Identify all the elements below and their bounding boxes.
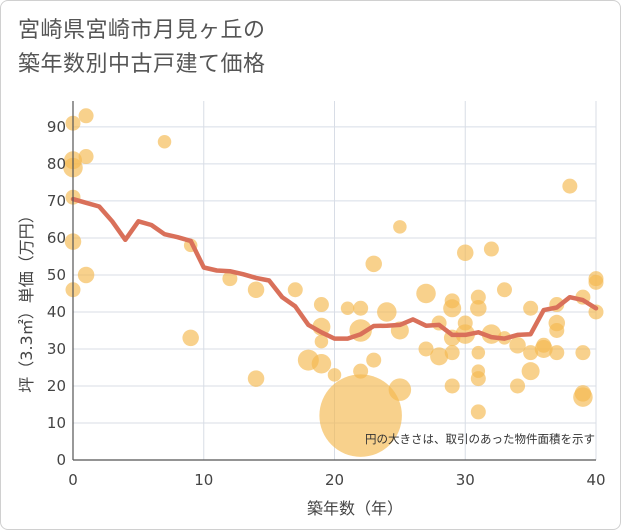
data-point-36 <box>430 347 449 366</box>
data-point-26 <box>319 374 402 457</box>
data-point-22 <box>340 301 355 316</box>
data-point-32 <box>388 378 412 401</box>
chart-title-line-1: 宮崎県宮崎市月見ヶ丘の <box>18 18 266 43</box>
data-point-64 <box>549 322 565 338</box>
data-point-20 <box>311 354 332 374</box>
size-note: 円の大きさは、取引のあった物件面積を示す <box>365 432 595 446</box>
axes <box>72 101 596 461</box>
chart-title-line-2: 築年数別中古戸建て価格 <box>18 52 266 77</box>
y-tick-label-30: 30 <box>47 340 66 358</box>
x-tick-label-20: 20 <box>325 471 344 489</box>
data-point-61 <box>534 339 553 358</box>
data-point-47 <box>471 345 486 360</box>
data-point-23 <box>353 300 369 316</box>
data-point-41 <box>444 378 460 394</box>
y-tick-label-40: 40 <box>47 303 66 321</box>
data-point-19 <box>314 334 329 349</box>
data-point-13 <box>247 281 265 299</box>
bubble-series <box>63 108 604 457</box>
x-tick-label-0: 0 <box>68 471 78 489</box>
data-point-45 <box>470 289 486 305</box>
data-point-49 <box>470 371 486 387</box>
data-point-53 <box>496 282 512 298</box>
data-point-59 <box>521 362 540 381</box>
x-tick-label-40: 40 <box>586 471 605 489</box>
data-point-8 <box>77 266 95 284</box>
y-tick-label-80: 80 <box>47 155 66 173</box>
data-point-11 <box>182 329 199 347</box>
data-point-51 <box>483 241 499 257</box>
data-point-29 <box>377 302 397 322</box>
y-tick-label-90: 90 <box>47 118 66 136</box>
data-point-33 <box>416 283 436 304</box>
x-axis-label: 築年数（年） <box>307 499 403 518</box>
data-point-68 <box>575 345 591 361</box>
data-point-28 <box>366 352 382 368</box>
trend-line-group <box>70 196 599 341</box>
data-point-14 <box>247 370 265 387</box>
chart-title: 宮崎県宮崎市月見ヶ丘の 築年数別中古戸建て価格 <box>18 14 266 82</box>
y-tick-label-0: 0 <box>56 451 66 469</box>
data-point-27 <box>365 255 382 273</box>
data-point-58 <box>523 345 539 361</box>
x-tick-label-10: 10 <box>194 471 213 489</box>
data-point-42 <box>457 244 474 261</box>
y-tick-label-50: 50 <box>47 266 66 284</box>
data-point-66 <box>562 178 578 194</box>
data-point-9 <box>157 134 172 149</box>
data-point-12 <box>222 271 238 287</box>
tick-labels: 0 10 20 30 40 50 60 70 80 90 0 10 20 30 40 <box>47 118 606 489</box>
y-axis-label: 坪（3.3㎡）単価（万円） <box>17 207 36 392</box>
data-point-17 <box>313 297 329 313</box>
x-tick-label-30: 30 <box>456 471 475 489</box>
data-point-50 <box>470 404 486 420</box>
data-point-72 <box>588 274 604 290</box>
data-point-15 <box>287 282 303 298</box>
data-point-57 <box>523 300 539 316</box>
y-tick-label-70: 70 <box>47 192 66 210</box>
y-tick-label-60: 60 <box>47 229 66 247</box>
data-point-4 <box>78 149 94 165</box>
data-point-38 <box>443 299 462 318</box>
data-point-56 <box>510 378 526 394</box>
data-point-34 <box>418 341 434 357</box>
data-point-55 <box>509 337 526 354</box>
y-tick-label-10: 10 <box>47 414 66 432</box>
data-point-1 <box>78 108 94 124</box>
trend-line <box>70 196 599 341</box>
data-point-70 <box>573 387 593 407</box>
data-point-30 <box>393 220 407 234</box>
data-point-21 <box>327 368 342 382</box>
y-tick-label-20: 20 <box>47 377 66 395</box>
data-point-65 <box>549 345 565 361</box>
data-point-40 <box>444 345 460 361</box>
data-point-46 <box>470 300 487 317</box>
